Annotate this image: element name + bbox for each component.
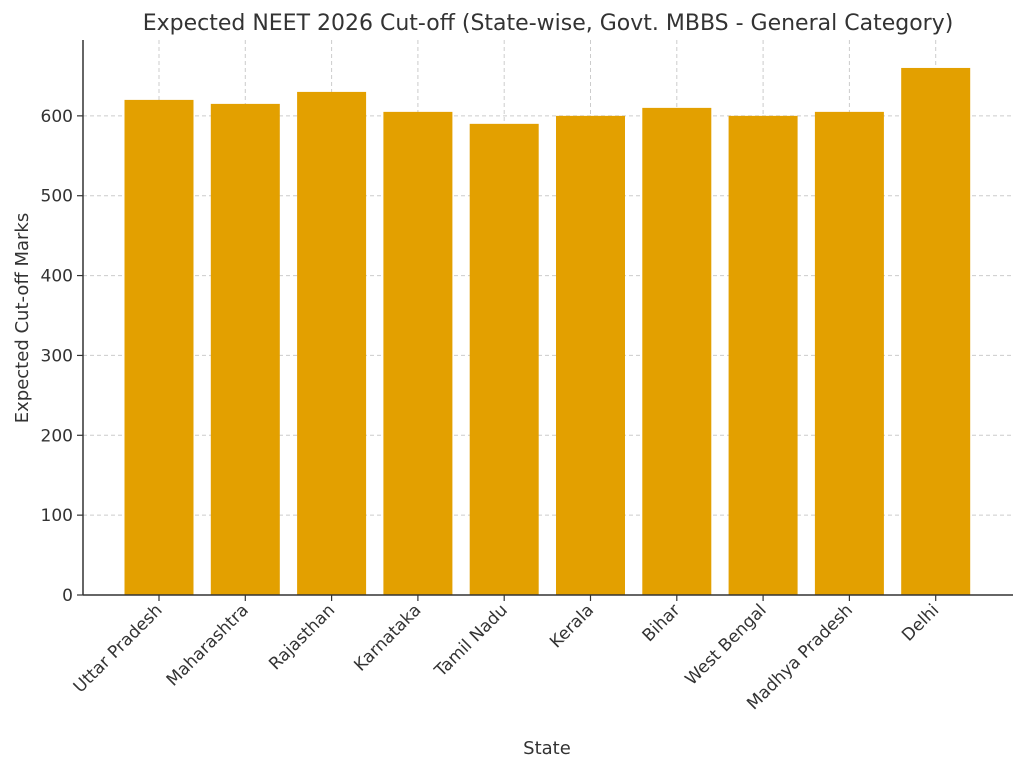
bar	[210, 103, 280, 596]
x-tick-label: Tamil Nadu	[430, 600, 511, 681]
y-axis-label: Expected Cut-off Marks	[12, 213, 33, 423]
y-tick-label: 200	[41, 426, 73, 446]
bar	[469, 123, 539, 595]
x-tick-label: Karnataka	[350, 600, 425, 675]
x-axis-label: State	[523, 738, 571, 759]
y-tick-label: 300	[41, 346, 73, 366]
axes-layer	[82, 40, 1013, 596]
x-tick-label: Uttar Pradesh	[70, 600, 167, 697]
y-tick-label: 100	[41, 506, 73, 526]
x-tick-label: Kerala	[546, 600, 598, 652]
x-tick-label: Maharashtra	[163, 600, 253, 690]
bar	[728, 115, 798, 595]
bar	[556, 115, 625, 595]
bar	[297, 91, 367, 596]
y-tick-label: 0	[62, 586, 73, 606]
bar	[383, 111, 453, 595]
bar	[814, 111, 884, 595]
bars-layer	[124, 67, 971, 596]
x-tick-label: West Bengal	[682, 600, 771, 689]
chart-title: Expected NEET 2026 Cut-off (State-wise, …	[143, 11, 954, 36]
x-tick-label: Delhi	[898, 600, 943, 645]
bar	[124, 99, 194, 595]
y-tick-label: 500	[41, 187, 73, 207]
bar	[901, 67, 971, 595]
x-tick-label: Rajasthan	[265, 600, 339, 674]
y-tick-label: 600	[41, 107, 73, 127]
bar	[642, 107, 712, 596]
x-tick-label: Bihar	[639, 600, 685, 646]
y-tick-label: 400	[41, 267, 73, 287]
